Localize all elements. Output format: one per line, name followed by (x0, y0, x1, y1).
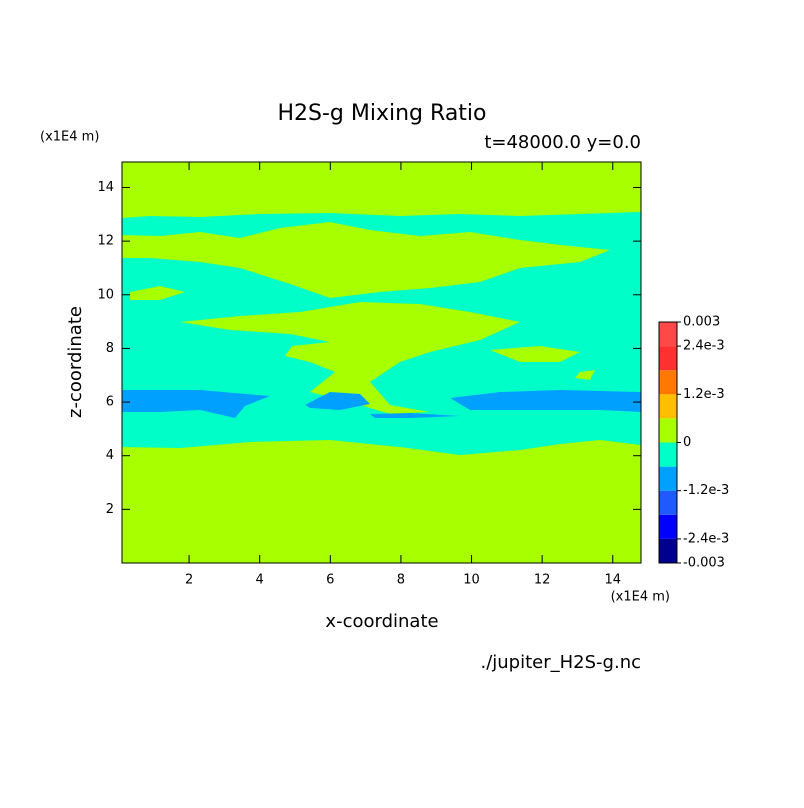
colorbar-bin (659, 346, 677, 371)
plot-frame (121, 161, 642, 564)
colorbar-tick-label: -0.003 (683, 556, 725, 571)
contour-region (370, 413, 460, 418)
contour-region (575, 370, 595, 380)
colorbar-tick-label: 0 (683, 435, 691, 450)
axes: 2 4 6 8 10 12 14 2 4 6 8 10 12 14 (97, 162, 641, 588)
colorbar-tick-label: 0.003 (683, 315, 720, 330)
colorbar-bin (659, 322, 677, 347)
x-axis-label: x-coordinate (325, 611, 438, 632)
x-tick-label: 8 (397, 573, 405, 588)
colorbar: 0.003 2.4e-3 1.2e-3 0 -1.2e-3 -2.4e-3 -0.003 (658, 315, 729, 571)
y-tick-label: 12 (97, 234, 114, 249)
colorbar-tick-label: 1.2e-3 (683, 387, 725, 402)
y-tick-label: 2 (106, 502, 114, 517)
x-tick-label: 6 (326, 573, 334, 588)
x-tick-label: 10 (463, 573, 480, 588)
y-tick-label: 4 (106, 448, 114, 463)
y-tick-label: 8 (106, 341, 114, 356)
contour-region (180, 302, 520, 414)
y-tick-label: 14 (97, 180, 114, 195)
source-label: ./jupiter_H2S-g.nc (480, 652, 641, 673)
chart-title: H2S-g Mixing Ratio (277, 101, 486, 126)
y-tick-label: 10 (97, 287, 114, 302)
x-tick-label: 2 (185, 573, 193, 588)
contour-region (450, 390, 641, 412)
colorbar-bin (659, 442, 677, 467)
colorbar-tick-label: -1.2e-3 (683, 483, 729, 498)
contour-region (122, 222, 610, 298)
contour-region (130, 286, 185, 300)
contour-field (122, 162, 641, 563)
contour-region (490, 346, 580, 362)
x-tick-label: 4 (256, 573, 264, 588)
subtitle: t=48000.0 y=0.0 (484, 132, 641, 153)
colorbar-bin (659, 514, 677, 539)
contour-region (305, 392, 370, 410)
x-tick-label: 14 (604, 573, 621, 588)
x-tick-label: 12 (534, 573, 551, 588)
contour-region (122, 390, 270, 418)
x-unit: (x1E4 m) (611, 590, 670, 605)
colorbar-bin (659, 466, 677, 491)
colorbar-bin (659, 538, 677, 563)
y-unit: (x1E4 m) (40, 130, 99, 145)
colorbar-bin (659, 418, 677, 443)
colorbar-bin (659, 490, 677, 515)
colorbar-bin (659, 394, 677, 419)
colorbar-tick-label: 2.4e-3 (683, 339, 725, 354)
y-tick-label: 6 (106, 395, 114, 410)
y-axis-label: z-coordinate (65, 306, 86, 418)
colorbar-bin (659, 370, 677, 395)
colorbar-tick-label: -2.4e-3 (683, 531, 729, 546)
